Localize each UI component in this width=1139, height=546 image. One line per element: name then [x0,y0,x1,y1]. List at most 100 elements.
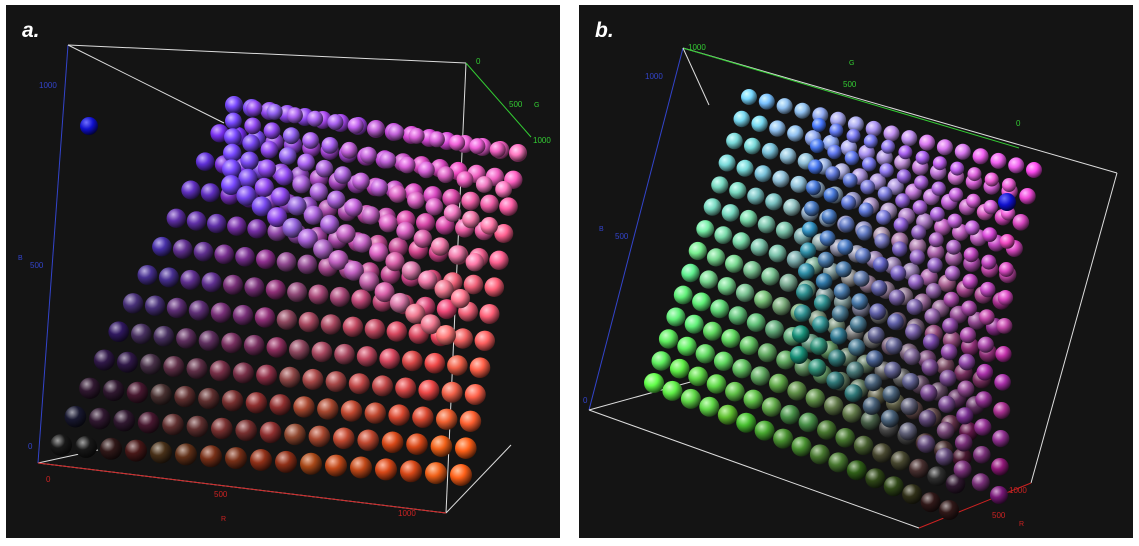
data-sphere [751,115,768,132]
data-sphere [787,381,807,401]
data-sphere [211,417,233,440]
data-sphere [464,384,486,405]
data-sphere [790,175,808,193]
data-sphere-blue-b [998,193,1016,211]
data-sphere [993,402,1011,419]
data-sphere [480,217,499,235]
data-sphere [858,144,875,161]
data-sphere [943,291,960,308]
data-sphere [298,311,320,333]
data-sphere [893,217,909,233]
data-sphere [461,191,480,211]
data-sphere [320,214,340,235]
data-sphere [469,357,491,379]
data-sphere [180,269,201,290]
data-sphere [928,232,944,248]
data-sphere [741,89,757,105]
data-sphere [489,141,506,158]
data-sphere [100,437,122,460]
data-sphere [221,332,242,354]
data-sphere [210,302,232,323]
g-axis-title-a: G [534,102,539,109]
data-sphere [992,430,1010,448]
data-sphere [181,180,201,200]
data-sphere [254,307,276,328]
data-sphere [998,262,1014,277]
data-sphere [872,256,889,273]
data-sphere [240,151,259,170]
data-sphere [222,159,242,179]
data-sphere [475,176,493,193]
data-sphere [356,346,378,367]
data-sphere [684,314,704,334]
data-sphere [108,321,129,343]
data-sphere [882,385,901,404]
data-sphere [718,154,736,172]
sphere-cloud-a [50,96,527,486]
data-sphere [344,198,363,217]
data-sphere [887,313,904,331]
data-sphere [761,267,780,286]
data-sphere [247,219,267,239]
data-sphere [271,187,291,207]
data-sphere [792,325,810,343]
data-sphere [287,196,307,216]
data-sphere [251,196,272,217]
data-sphere [750,366,770,386]
data-sphere [714,226,733,245]
data-sphere [459,410,482,432]
data-sphere [976,363,994,381]
data-sphere [911,224,927,240]
data-sphere [688,366,708,387]
data-sphere [932,156,947,171]
data-sphere [374,282,395,303]
data-sphere [725,254,744,273]
data-sphere [804,200,820,217]
data-sphere [860,410,881,431]
data-sphere [815,273,833,290]
data-sphere [396,221,415,241]
data-sphere [425,198,444,216]
data-sphere [221,175,241,195]
data-sphere [699,396,720,417]
data-sphere [480,194,499,214]
data-sphere [347,117,364,134]
data-sphere [350,456,372,479]
data-sphere [436,408,458,430]
data-sphere [131,323,152,345]
data-sphere [890,265,907,282]
data-sphere [828,452,849,473]
data-sphere [232,304,254,326]
data-sphere [340,400,363,422]
data-sphere [914,175,929,190]
data-sphere [956,407,974,425]
data-sphere [406,433,428,456]
r-tick-0-b: 500 [992,511,1006,520]
data-sphere [860,179,876,195]
data-sphere [775,221,794,240]
data-sphere [732,359,752,379]
data-sphere [772,297,791,316]
data-sphere [245,392,268,414]
data-sphere [800,242,817,259]
data-sphere [644,373,664,393]
data-sphere [967,167,982,182]
data-sphere [824,396,844,416]
data-sphere [895,193,910,209]
data-sphere [936,139,953,156]
data-sphere [808,159,823,175]
data-sphere [971,473,990,492]
data-sphere-blue-a [80,117,98,135]
data-sphere [728,306,748,326]
data-sphere [144,295,166,316]
data-sphere [829,123,844,138]
data-sphere [747,187,765,205]
data-sphere [721,329,741,348]
data-sphere [479,304,500,324]
data-sphere [696,220,715,238]
data-sphere [963,247,979,263]
g-tick-2-b: 0 [1016,119,1021,128]
data-sphere [783,198,801,216]
data-sphere [977,336,994,353]
data-sphere [746,313,766,332]
